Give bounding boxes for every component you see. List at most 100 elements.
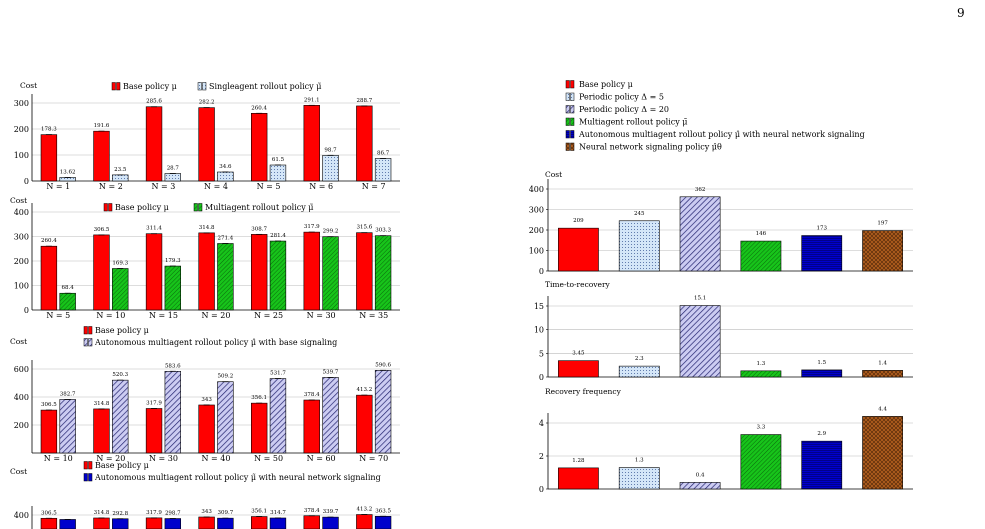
bar	[93, 130, 110, 182]
x-tick-label: N = 3	[151, 182, 175, 191]
bar	[356, 105, 373, 182]
y-tick-label: 200	[14, 257, 29, 266]
bar	[198, 516, 215, 529]
data-label: 343	[201, 397, 212, 403]
bar	[251, 402, 268, 454]
x-tick-label: N = 4	[204, 182, 228, 191]
legend-swatch	[565, 142, 570, 151]
bar	[59, 399, 76, 454]
bar	[558, 227, 599, 272]
legend-swatch	[88, 473, 93, 482]
left-chart-4: 400 Cost 306.5 314.8 292.8 317.9 298.7 343 309.7…	[10, 461, 400, 529]
x-tick-label: N = 60	[307, 454, 336, 463]
data-label: 314.8	[199, 225, 215, 231]
bar	[356, 232, 373, 311]
bar	[59, 292, 76, 311]
bar	[303, 231, 320, 311]
bar	[40, 409, 58, 454]
data-label: 378.4	[304, 392, 320, 398]
bar	[618, 467, 660, 490]
bar	[164, 518, 182, 529]
data-label: 378.4	[304, 508, 320, 514]
legend-swatch	[88, 461, 93, 470]
legend-swatch	[570, 117, 575, 126]
data-label: 179.3	[165, 258, 181, 264]
y-tick-label: 300	[14, 233, 29, 242]
data-label: 298.7	[165, 511, 181, 517]
legend-swatch	[111, 82, 116, 91]
data-label: 178.3	[41, 127, 57, 133]
legend-swatch	[83, 461, 88, 470]
data-label: 173	[817, 226, 828, 232]
legend-swatch	[565, 130, 570, 139]
bar	[145, 233, 163, 311]
bar	[558, 467, 599, 490]
data-label: 288.7	[356, 98, 372, 104]
x-tick-label: N = 25	[254, 311, 283, 320]
data-label: 209	[573, 218, 584, 224]
bar	[269, 240, 287, 311]
bar	[374, 158, 392, 182]
bar	[40, 245, 58, 311]
bar	[145, 517, 163, 529]
data-label: 34.6	[219, 164, 232, 170]
bar	[374, 370, 392, 454]
data-label: 292.8	[112, 511, 128, 517]
bar	[251, 112, 268, 182]
x-tick-label: N = 70	[359, 454, 388, 463]
data-label: 2.9	[817, 431, 826, 437]
x-tick-label: N = 5	[46, 311, 70, 320]
data-label: 13.62	[60, 169, 76, 175]
bar	[618, 220, 660, 272]
legend-swatch	[116, 82, 121, 91]
right-chart-3: 0 2 4 Recovery frequency 1.28 1.3 0.4 3.3 2.9 4.4	[539, 387, 913, 494]
legend-swatch	[565, 105, 570, 114]
legend-swatch	[83, 338, 88, 347]
bar	[217, 243, 234, 311]
y-tick-label: 2	[539, 452, 544, 461]
bar	[112, 379, 129, 454]
data-label: 308.7	[251, 226, 267, 232]
bar	[679, 196, 721, 272]
bar	[303, 105, 320, 182]
data-label: 0.4	[696, 472, 705, 478]
bar	[801, 369, 843, 378]
bar	[322, 377, 339, 454]
data-label: 68.4	[62, 285, 75, 291]
data-label: 1.3	[635, 458, 644, 464]
legend-label: Multiagent rollout policy μ̃	[579, 118, 688, 127]
bar	[322, 236, 339, 311]
bar	[112, 174, 129, 182]
legend-label: Base policy μ	[123, 82, 177, 91]
data-label: 4.4	[878, 406, 887, 412]
legend-label: Base policy μ	[579, 80, 633, 89]
right-chart-2: 0 5 10 15 Time-to-recovery 3.45 2.3 15.1 1.3 1.5 1…	[534, 280, 913, 382]
bar	[679, 305, 721, 378]
x-tick-label: N = 20	[96, 454, 125, 463]
legend-label: Autonomous multiagent rollout policy μ̃ …	[94, 473, 381, 482]
data-label: 28.7	[167, 166, 180, 172]
bar	[198, 232, 215, 311]
data-label: 413.2	[356, 507, 372, 513]
data-label: 590.6	[375, 362, 391, 368]
bar	[356, 514, 373, 529]
bar	[59, 177, 76, 182]
data-label: 86.7	[377, 150, 390, 156]
left-chart-1: 0 100 200 300 Cost 178.3 13.62 N = 1 191.6 23.5 N …	[14, 81, 400, 191]
data-label: 362	[695, 187, 706, 193]
bar	[93, 517, 110, 529]
data-label: 3.3	[757, 425, 766, 431]
bar	[303, 399, 320, 454]
y-tick-label: 0	[539, 373, 544, 382]
data-label: 1.28	[572, 458, 585, 464]
bar	[217, 381, 234, 454]
bar	[145, 106, 163, 182]
legend-swatch	[570, 142, 575, 151]
bar	[356, 394, 373, 454]
bar	[164, 370, 182, 454]
data-label: 197	[877, 221, 888, 227]
legend-swatch	[570, 130, 575, 139]
y-tick-label: 400	[14, 393, 29, 402]
data-label: 317.9	[304, 224, 320, 230]
